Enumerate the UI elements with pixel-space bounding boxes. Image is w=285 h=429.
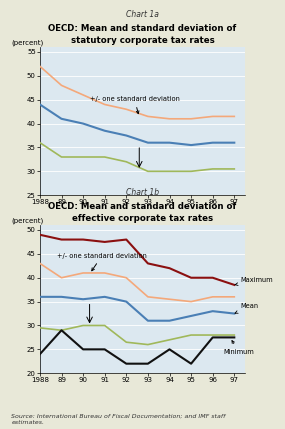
Text: +/- one standard deviation: +/- one standard deviation (57, 253, 147, 271)
Text: Chart 1b: Chart 1b (126, 188, 159, 197)
Text: Maximum: Maximum (235, 277, 273, 285)
Text: OECD: Mean and standard deviation of
statutory corporate tax rates: OECD: Mean and standard deviation of sta… (48, 24, 237, 45)
Text: Source: International Bureau of Fiscal Documentation; and IMF staff
estimates.: Source: International Bureau of Fiscal D… (11, 414, 226, 425)
Text: +/- one standard deviation: +/- one standard deviation (89, 96, 180, 114)
Text: Mean: Mean (235, 303, 259, 313)
Text: Minimum: Minimum (223, 341, 254, 355)
Text: Chart 1a: Chart 1a (126, 10, 159, 19)
Text: (percent): (percent) (11, 39, 43, 46)
Text: (percent): (percent) (11, 217, 43, 224)
Text: OECD: Mean and standard deviation of
effective corporate tax rates: OECD: Mean and standard deviation of eff… (48, 202, 237, 223)
